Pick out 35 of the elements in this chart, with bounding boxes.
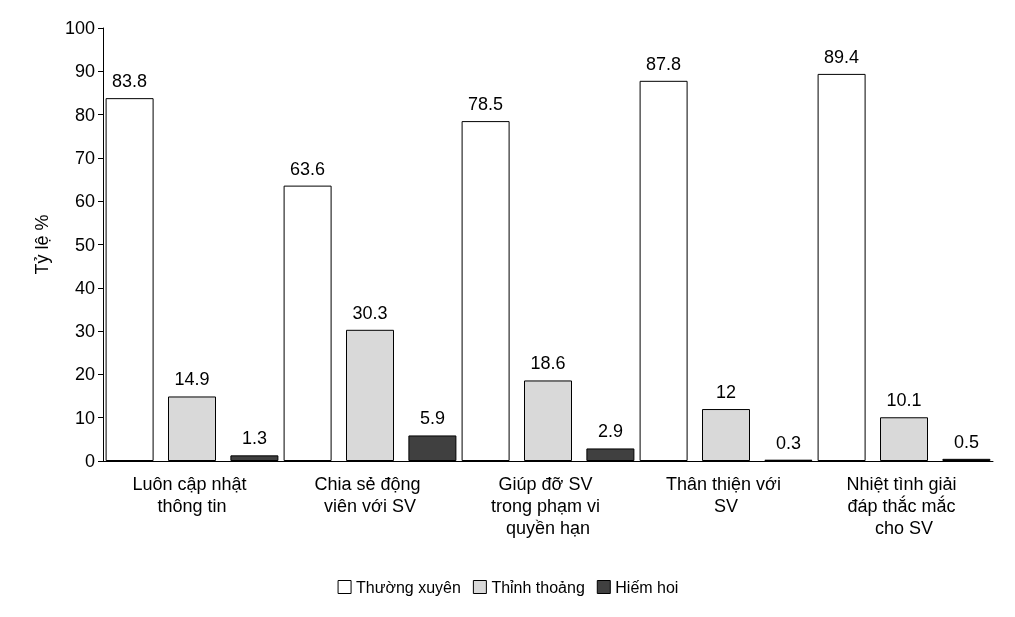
y-tick-label: 30 [74, 321, 95, 342]
data-label: 89.4 [824, 46, 860, 67]
y-tick-label: 90 [74, 61, 95, 82]
y-tick-label: 0 [84, 451, 95, 471]
data-label: 0.5 [953, 431, 979, 452]
data-label: 5.9 [419, 408, 445, 429]
data-label: 2.9 [597, 421, 623, 442]
data-label: 0.3 [775, 432, 801, 453]
legend-label: Thỉnh thoảng [491, 578, 585, 596]
data-label: 30.3 [352, 302, 388, 323]
x-tick-label: Thân thiện với SV [666, 474, 786, 516]
y-tick-label: 50 [74, 234, 95, 255]
y-axis-title: Tỷ lệ % [32, 214, 52, 275]
legend-label: Hiếm hoi [615, 578, 679, 596]
data-label: 87.8 [646, 53, 682, 74]
data-label: 10.1 [886, 390, 922, 411]
data-label: 14.9 [174, 369, 210, 390]
y-tick-label: 10 [74, 407, 95, 428]
data-label: 63.6 [290, 158, 326, 179]
x-tick-label: Luôn cập nhật thông tin [132, 474, 252, 516]
y-tick-label: 20 [74, 364, 95, 385]
data-label: 18.6 [530, 353, 566, 374]
y-tick-label: 100 [64, 18, 95, 38]
x-tick-label: Giúp đỡ SV trong phạm vi quyền hạn [490, 474, 606, 538]
data-label: 1.3 [241, 428, 267, 449]
legend-label: Thường xuyên [356, 578, 461, 596]
y-tick-label: 40 [74, 277, 95, 298]
y-tick-label: 80 [74, 104, 95, 125]
y-tick-label: 60 [74, 191, 95, 212]
data-label: 83.8 [112, 71, 148, 92]
y-tick-label: 70 [74, 147, 95, 168]
data-label: 12 [715, 382, 737, 403]
x-tick-label: Nhiệt tình giải đáp thắc mắc cho SV [846, 474, 962, 538]
data-label: 78.5 [468, 94, 504, 115]
x-tick-label: Chia sẻ động viên với SV [314, 474, 426, 516]
